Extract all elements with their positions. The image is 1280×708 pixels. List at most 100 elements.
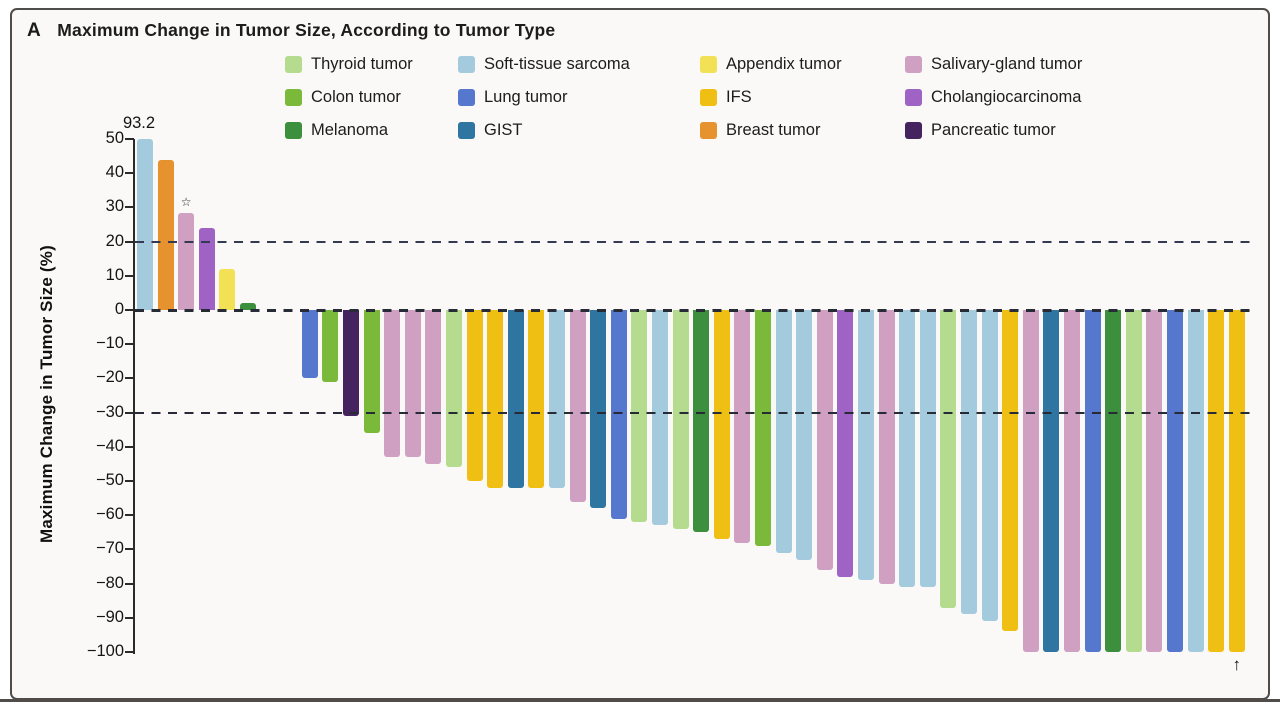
panel-title: Maximum Change in Tumor Size, According … [57,20,556,40]
bar-thyroid [446,310,462,468]
bar-salivary [569,310,586,502]
soft-swatch [458,56,475,73]
y-tick-label: −90 [96,607,124,626]
panel-title-row: A Maximum Change in Tumor Size, According… [27,20,555,42]
gist-swatch [458,122,475,139]
colon-swatch [285,89,302,106]
legend-label: Lung tumor [484,88,568,106]
legend-label: Appendix tumor [726,55,842,73]
bar-salivary [404,310,421,458]
y-tick-label: −60 [96,505,124,524]
y-tick-label: −10 [96,334,124,353]
bar-gist [507,310,524,488]
ifs-swatch [700,89,717,106]
bar-soft [549,310,565,488]
bar-salivary [1064,310,1080,652]
legend-label: Breast tumor [726,121,821,139]
cholangio-swatch [905,89,922,106]
legend-label: Salivary-gland tumor [931,55,1083,73]
bar-ifs [1002,310,1019,632]
y-tick-label: −70 [96,539,124,558]
lung-swatch [458,89,475,106]
bar-soft [775,310,792,553]
bar-soft [1187,310,1204,652]
bar-pancreatic [343,310,359,417]
bar-breast [157,159,174,310]
bar-ifs [1228,310,1245,652]
legend-label: Soft-tissue sarcoma [484,55,630,73]
legend-label: Thyroid tumor [311,55,413,73]
y-tick [125,138,134,140]
legend-label: Melanoma [311,121,389,139]
y-tick-label: 30 [105,197,124,216]
legend-label: IFS [726,88,752,106]
legend-label: GIST [484,121,523,139]
y-tick [125,616,134,619]
y-tick [125,651,134,653]
bar-ifs [466,310,483,481]
y-tick-label: −30 [96,402,124,421]
bar-lung [301,310,318,379]
y-tick-label: 40 [105,163,124,182]
salivary-swatch [905,56,922,73]
bar-appendix [219,268,236,310]
bar-melanoma [240,303,256,310]
bar-cholangio [198,227,215,310]
panel-letter: A [27,20,42,41]
thyroid-swatch [285,56,302,73]
y-axis-line [133,139,135,654]
y-tick-label: −50 [96,471,124,489]
bar-thyroid [940,310,957,608]
y-tick [125,240,134,243]
y-tick [125,445,134,448]
peak-value-label: 93.2 [122,114,156,132]
y-tick [125,548,134,551]
bar-soft [961,310,977,615]
bar-soft [858,310,874,581]
y-tick-label: 10 [105,265,124,284]
reference-line-0 [135,309,1250,312]
appendix-swatch [700,56,717,73]
y-tick-label: −100 [86,642,124,660]
bar-salivary [178,212,195,310]
bar-thyroid [1125,310,1142,652]
next-panel-divider [0,699,1280,702]
ongoing-response-arrow: ↑ [1232,655,1242,674]
y-tick [125,309,134,311]
y-tick-label: 50 [105,129,124,147]
bar-melanoma [693,310,710,533]
bar-thyroid [672,310,689,529]
pancreatic-swatch [905,122,922,139]
bar-salivary [384,310,401,458]
bar-thyroid [631,310,648,523]
bar-colon [755,310,771,546]
reference-line-20 [135,240,1250,244]
bar-salivary [734,310,751,543]
bar-colon [322,310,339,382]
bar-gist [1043,310,1060,652]
y-tick-label: −80 [96,573,124,592]
legend-label: Pancreatic tumor [931,121,1056,139]
bar-soft [652,310,668,526]
bar-salivary [878,310,895,584]
bar-ifs [528,310,545,488]
y-tick [125,206,134,209]
bar-ifs [713,310,730,540]
star-annotation: ☆ [180,194,192,209]
bar-gist [590,310,607,509]
bar-cholangio [837,310,854,577]
bar-soft [137,139,153,310]
y-tick-label: 20 [105,231,124,250]
melanoma-swatch [285,122,302,139]
reference-line--30 [135,411,1250,415]
y-axis-title: Maximum Change in Tumor Size (%) [37,245,56,543]
breast-swatch [700,122,717,139]
y-tick [125,514,134,517]
bar-soft [919,310,936,588]
y-tick [125,274,134,277]
legend-label: Colon tumor [311,88,401,106]
bar-lung [1084,310,1101,652]
bar-melanoma [1105,310,1122,652]
legend-label: Cholangiocarcinoma [931,88,1082,106]
bar-colon [363,310,380,434]
